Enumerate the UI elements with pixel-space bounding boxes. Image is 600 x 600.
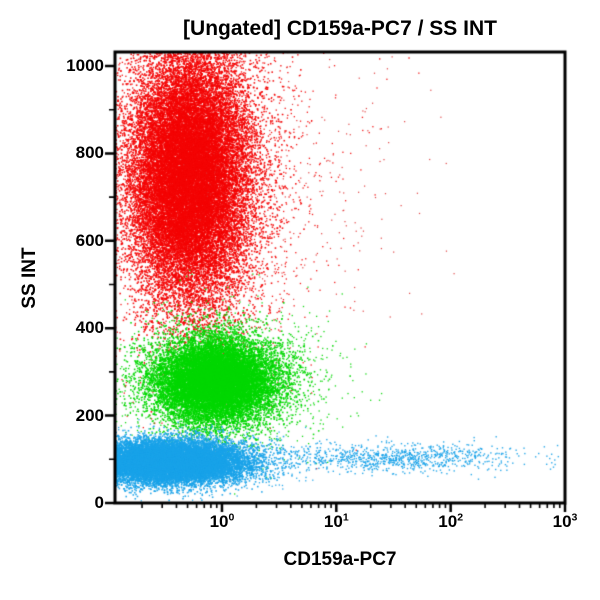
y-tick-label-800: 800 xyxy=(75,143,104,163)
x-axis-label: CD159a-PC7 xyxy=(283,549,397,570)
x-tick-label-10e1: 101 xyxy=(323,511,349,531)
x-tick-label-10e0: 100 xyxy=(209,511,235,531)
y-tick-label-200: 200 xyxy=(75,405,104,425)
y-tick-label-1000: 1000 xyxy=(66,55,104,75)
chart-title: [Ungated] CD159a-PC7 / SS INT xyxy=(183,17,497,40)
y-tick-label-400: 400 xyxy=(75,318,104,338)
y-tick-label-0: 0 xyxy=(94,493,104,512)
x-tick-label-10e3: 103 xyxy=(552,511,578,531)
y-tick-label-600: 600 xyxy=(75,230,104,250)
x-tick-label-10e2: 102 xyxy=(438,511,464,531)
